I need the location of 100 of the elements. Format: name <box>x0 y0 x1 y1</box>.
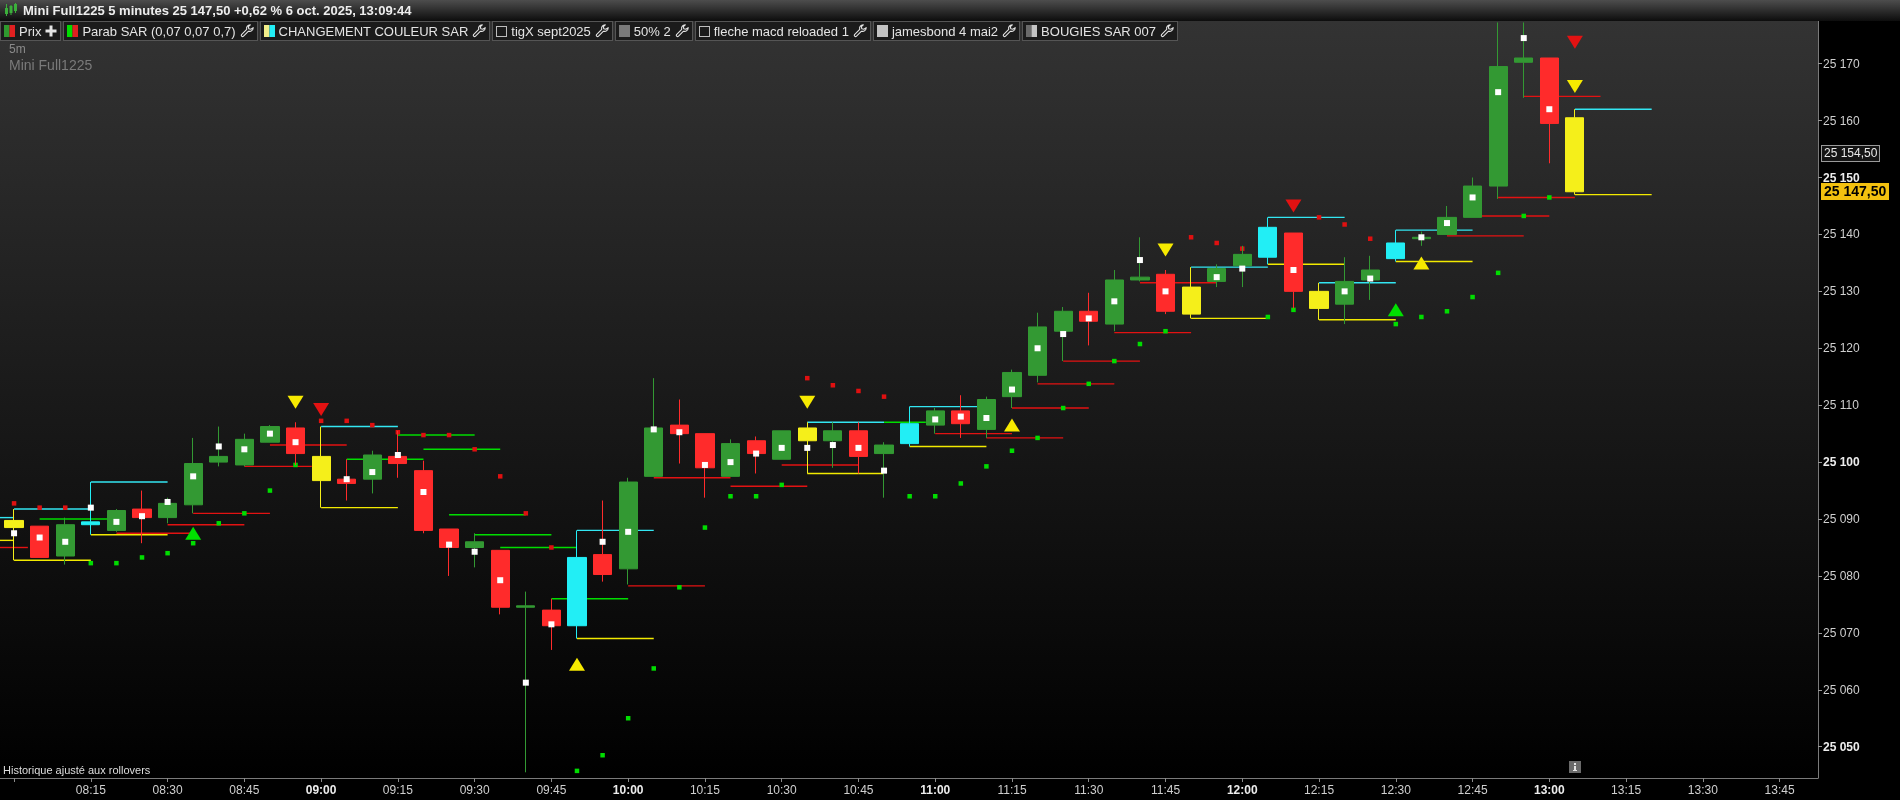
point <box>420 488 427 495</box>
candlestick <box>81 481 100 536</box>
y-tick-label: 25 140 <box>1823 227 1861 242</box>
point <box>394 451 401 458</box>
point <box>497 474 503 479</box>
point <box>778 444 785 451</box>
candlestick <box>798 421 817 474</box>
chart-title: Mini Full1225 5 minutes 25 147,50 +0,62 % 6 oct. 2025, 13:09:44 <box>23 2 412 20</box>
point <box>779 482 784 488</box>
x-tick-label: 11:30 <box>1074 783 1104 797</box>
point <box>62 538 69 545</box>
x-tick-label: 12:45 <box>1457 783 1488 797</box>
point <box>805 375 810 381</box>
point <box>983 415 990 421</box>
point <box>984 464 989 469</box>
point <box>1112 358 1117 364</box>
point <box>344 418 349 424</box>
x-tick-label: 13:15 <box>1611 783 1642 797</box>
y-tick-label: 25 130 <box>1823 284 1861 299</box>
point <box>1008 386 1015 393</box>
x-tick-label: 08:45 <box>229 783 260 797</box>
candlestick <box>849 421 868 474</box>
y-tick-label: 25 090 <box>1823 512 1861 527</box>
point <box>1085 315 1092 322</box>
point <box>1291 307 1296 313</box>
x-tick-label: 08:15 <box>75 783 107 797</box>
annotation: Historique ajusté aux rollovers <box>3 764 151 776</box>
candlestick <box>414 460 433 534</box>
candlestick <box>30 525 49 558</box>
point <box>313 402 330 416</box>
point <box>1239 265 1246 272</box>
candlestick <box>286 421 305 466</box>
point <box>446 541 453 548</box>
x-tick-label: 12:30 <box>1380 783 1412 797</box>
point <box>241 446 248 453</box>
point <box>267 488 273 493</box>
candlestick <box>1463 177 1482 218</box>
candlestick <box>747 436 766 474</box>
point <box>855 444 862 451</box>
candlestick <box>158 497 177 524</box>
point <box>1444 309 1450 314</box>
point <box>165 550 170 556</box>
point <box>1035 435 1040 441</box>
x-tick-label: 13:45 <box>1764 783 1795 797</box>
point <box>471 548 478 555</box>
point <box>1316 215 1322 220</box>
point <box>1285 199 1302 213</box>
candlestick <box>1309 282 1329 321</box>
point <box>1086 381 1091 387</box>
point <box>753 450 760 457</box>
x-tick-label: 12:15 <box>1304 783 1335 797</box>
point <box>1419 314 1424 320</box>
annotation: Parab SAR (0,07 0,07 0,7) <box>82 23 236 39</box>
point <box>1470 294 1475 300</box>
annotation: jamesbond 4 mai2 <box>891 23 999 39</box>
x-tick-label: 12:00 <box>1226 783 1258 797</box>
point <box>1547 195 1552 200</box>
point <box>215 443 222 450</box>
point <box>287 395 304 409</box>
point <box>804 444 811 451</box>
point <box>600 752 605 758</box>
point <box>114 560 119 566</box>
point <box>1469 194 1476 201</box>
candlestick <box>56 517 75 566</box>
candlestick <box>235 433 254 467</box>
point <box>958 481 964 486</box>
point <box>1341 288 1348 295</box>
candlestick <box>1335 256 1354 325</box>
point <box>190 473 197 480</box>
x-tick-label: 09:00 <box>305 783 337 797</box>
point <box>676 429 683 436</box>
point <box>87 504 94 511</box>
candlestick <box>1258 216 1277 265</box>
point <box>702 525 708 530</box>
candlestick <box>1002 369 1022 409</box>
candlestick <box>1514 21 1533 99</box>
point <box>1213 274 1220 281</box>
point <box>1418 234 1425 241</box>
point <box>1188 235 1194 240</box>
candlestick <box>593 500 612 583</box>
y-tick-label: 25 100 <box>1823 455 1861 470</box>
point <box>1003 418 1020 432</box>
candlestick <box>465 532 484 568</box>
text: 25 147,50 <box>1821 183 1890 201</box>
annotation: CHANGEMENT COULEUR SAR <box>278 23 469 39</box>
point <box>907 494 912 499</box>
text: 25 154,50 <box>1821 145 1881 162</box>
candlestick <box>977 396 996 439</box>
point <box>139 513 146 520</box>
annotation: BOUGIES SAR 007 <box>1041 23 1156 39</box>
candlestick <box>260 424 280 443</box>
point <box>1342 222 1347 227</box>
y-tick-label: 25 110 <box>1823 398 1860 413</box>
candlestick <box>209 426 228 467</box>
annotation: tigX sept2025 <box>511 23 591 39</box>
point <box>799 395 816 409</box>
point <box>1495 89 1502 96</box>
point <box>1009 448 1015 453</box>
x-tick-label: 11:15 <box>997 783 1027 797</box>
y-tick-label: 25 070 <box>1823 625 1861 640</box>
